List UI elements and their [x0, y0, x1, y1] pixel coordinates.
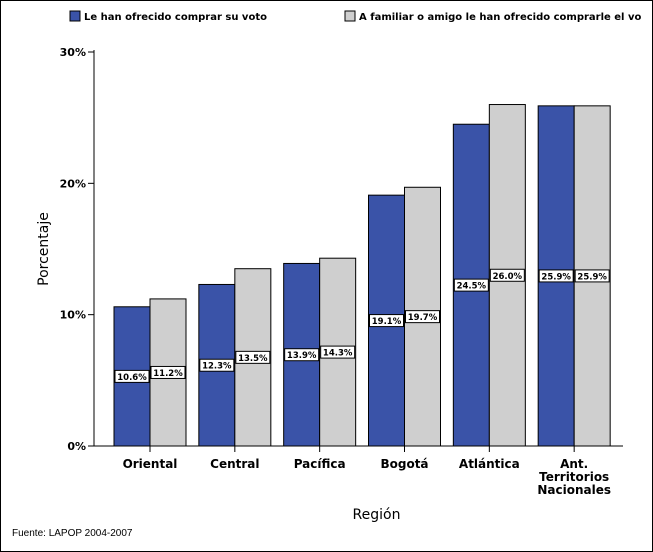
- data-label-box: [199, 358, 235, 372]
- data-label-box: [150, 365, 186, 379]
- x-tick-label: Ant.: [560, 457, 588, 471]
- data-label-box: [453, 278, 489, 292]
- data-label: 24.5%: [457, 282, 487, 292]
- data-label: 10.6%: [117, 373, 147, 383]
- data-label: 12.3%: [202, 362, 232, 372]
- data-label-box: [320, 345, 356, 359]
- data-label: 19.1%: [372, 317, 402, 327]
- legend-label-2: A familiar o amigo le han ofrecido compr…: [359, 12, 641, 23]
- x-tick-label: Nacionales: [537, 483, 611, 497]
- legend-label-1: Le han ofrecido comprar su voto: [84, 12, 267, 23]
- x-tick-label: Atlántica: [459, 457, 520, 471]
- legend-swatch-2: [344, 10, 356, 22]
- data-label-box: [574, 269, 610, 283]
- data-label-box: [114, 369, 150, 383]
- y-tick-label: 10%: [60, 309, 86, 322]
- data-label-box: [235, 350, 271, 364]
- data-label: 25.9%: [541, 272, 571, 282]
- data-label-box: [405, 310, 440, 324]
- data-label-box: [489, 268, 525, 282]
- y-tick-label: 30%: [60, 46, 86, 59]
- data-label: 14.3%: [323, 349, 353, 359]
- legend-swatch-1: [69, 10, 81, 22]
- data-label: 13.5%: [238, 354, 268, 364]
- x-tick-label: Bogotá: [380, 457, 428, 471]
- data-label-box: [284, 348, 320, 362]
- x-axis-label: Región: [353, 507, 401, 523]
- data-label: 25.9%: [577, 272, 607, 282]
- data-label: 26.0%: [493, 272, 523, 282]
- x-tick-label: Oriental: [123, 457, 178, 471]
- data-label: 19.7%: [408, 313, 438, 323]
- y-axis-label: Porcentaje: [36, 212, 52, 286]
- data-label-box: [369, 314, 404, 328]
- y-tick-label: 0%: [67, 440, 86, 453]
- data-label: 11.2%: [153, 369, 183, 379]
- y-tick-label: 20%: [60, 177, 86, 190]
- data-label: 13.9%: [287, 351, 317, 361]
- data-label-box: [538, 269, 574, 283]
- source-note: Fuente: LAPOP 2004-2007: [12, 528, 133, 539]
- x-tick-label: Pacífica: [294, 457, 346, 471]
- x-tick-label: Territorios: [539, 470, 609, 484]
- x-tick-label: Central: [210, 457, 259, 471]
